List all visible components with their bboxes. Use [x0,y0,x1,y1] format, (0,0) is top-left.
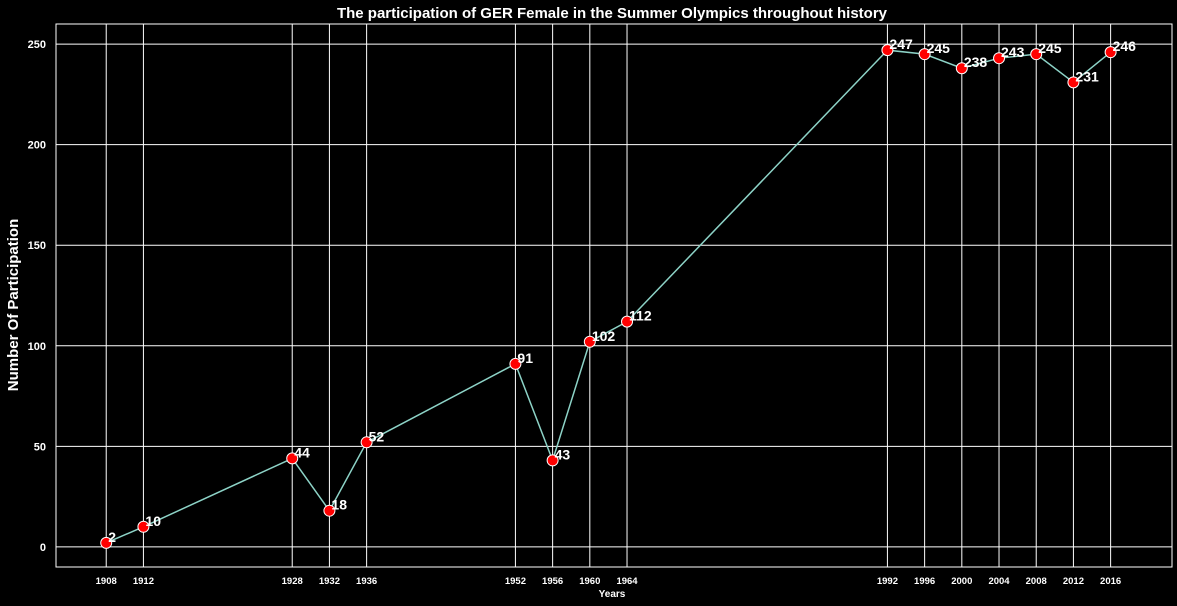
data-point [918,48,931,61]
x-tick-label: 1992 [877,576,898,587]
data-point [583,335,596,348]
x-axis-label: Years [599,589,626,600]
x-axis-ticks: 1908 1912 1928 1932 1936 1952 1956 1960 1964 1992… [96,576,1122,587]
x-tick-label: 1932 [319,576,340,587]
y-axis-ticks: 0 50 100 150 200 250 [28,39,46,554]
data-point [360,436,373,449]
chart-title: The participation of GER Female in the S… [337,5,888,22]
data-label: 102 [592,328,616,344]
x-tick-label: 2008 [1026,576,1047,587]
data-label: 44 [294,444,310,460]
data-point [881,44,894,57]
x-tick-label: 1960 [579,576,600,587]
x-tick-label: 1908 [96,576,117,587]
plot-area-frame [55,23,1173,568]
data-point [1067,76,1080,89]
data-label: 245 [927,40,951,56]
y-axis-label: Number Of Participation [5,219,22,392]
data-point [955,62,968,75]
x-tick-label: 1912 [133,576,154,587]
y-tick-label: 200 [28,140,46,152]
data-label: 112 [629,308,652,324]
series-line [105,49,1112,544]
data-labels: 2 10 44 18 52 91 43 102 112 247 245 238 243 245 231 246 [108,36,1136,545]
data-label: 247 [889,36,913,52]
x-tick-label: 2004 [988,576,1010,587]
x-tick-label: 2016 [1100,576,1121,587]
data-point [546,454,559,467]
data-label: 245 [1038,40,1062,56]
data-point [100,536,113,549]
data-label: 2 [108,529,116,545]
x-tick-label: 1956 [542,576,563,587]
x-tick-label: 1964 [616,576,638,587]
y-tick-label: 0 [40,542,46,554]
data-label: 18 [331,497,347,513]
series-line-group [105,49,1112,544]
data-point [1104,46,1117,59]
data-label: 246 [1113,38,1137,54]
x-tick-label: 2012 [1063,576,1084,587]
data-label: 231 [1075,68,1099,84]
data-label: 238 [964,54,988,70]
data-point [993,52,1006,65]
data-point [286,452,299,465]
grid-lines [56,24,1172,567]
x-tick-label: 1928 [282,576,303,587]
x-tick-label: 1952 [505,576,526,587]
data-point [509,357,522,370]
data-label: 10 [145,513,161,529]
data-point [323,504,336,517]
data-label: 91 [517,350,533,366]
x-tick-label: 1936 [356,576,377,587]
x-tick-label: 2000 [951,576,972,587]
data-point [1030,48,1043,61]
data-label: 43 [555,446,571,462]
data-point [621,315,634,328]
data-points [100,44,1117,549]
data-point [137,520,150,533]
x-tick-label: 1996 [914,576,935,587]
y-tick-label: 250 [28,39,46,51]
y-tick-label: 50 [34,441,46,453]
data-label: 243 [1001,44,1025,60]
y-tick-label: 100 [28,341,46,353]
y-tick-label: 150 [28,240,46,252]
data-label: 52 [369,428,385,444]
